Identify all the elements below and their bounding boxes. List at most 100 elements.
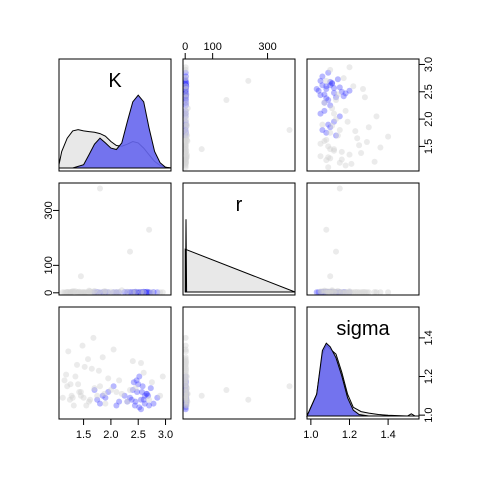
scatter-point-K-sigma <box>317 77 324 84</box>
scatter-point-K-r <box>182 76 189 83</box>
scatter-point-r-K <box>68 288 75 295</box>
scatter-point-K-sigma <box>334 132 341 139</box>
scatter-point-K-sigma <box>325 97 332 103</box>
scatter-point-sigma-K <box>133 377 140 384</box>
scatter-point-r-sigma <box>327 289 334 296</box>
scatter-point-sigma-r <box>184 398 191 405</box>
panel-border <box>58 58 172 172</box>
scatter-point-r-K <box>144 288 150 295</box>
scatter-point-r-K <box>124 288 131 295</box>
scatter-point-sigma-r <box>182 389 189 395</box>
scatter-point-r-sigma <box>334 289 341 295</box>
scatter-point-sigma-K <box>118 390 125 397</box>
scatter-point-sigma-r <box>183 400 189 407</box>
scatter-point-r-K <box>91 287 98 294</box>
scatter-point-sigma-r <box>182 377 189 384</box>
scatter-point-r-K <box>147 289 154 296</box>
scatter-point-K-sigma <box>331 146 337 153</box>
scatter-point-sigma-r <box>182 400 189 407</box>
scatter-point-sigma-K <box>68 392 75 399</box>
scatter-point-sigma-r <box>245 396 252 403</box>
x-tick-label: 100 <box>203 41 221 53</box>
panel-border <box>306 182 420 296</box>
scatter-point-K-sigma <box>377 144 384 151</box>
scatter-point-r-sigma <box>325 289 332 295</box>
scatter-point-r-K <box>105 289 112 296</box>
scatter-point-sigma-r <box>183 400 190 407</box>
scatter-point-r-sigma <box>329 288 336 295</box>
scatter-point-sigma-K <box>138 360 144 366</box>
panel-r-K <box>58 182 172 296</box>
scatter-point-r-sigma <box>317 289 324 296</box>
scatter-point-sigma-K <box>95 367 102 374</box>
scatter-point-sigma-K <box>59 394 66 401</box>
scatter-point-K-sigma <box>323 136 330 143</box>
scatter-point-sigma-r <box>182 373 189 380</box>
scatter-point-r-K <box>77 289 84 296</box>
scatter-point-K-r <box>183 99 189 106</box>
panel-border <box>58 182 172 296</box>
scatter-point-sigma-K <box>107 387 114 393</box>
scatter-point-r-sigma <box>346 288 353 295</box>
scatter-point-K-sigma <box>346 87 353 94</box>
scatter-point-K-sigma <box>321 99 328 106</box>
scatter-point-sigma-r <box>183 358 189 365</box>
scatter-point-sigma-K <box>124 398 131 405</box>
scatter-point-r-sigma <box>342 289 349 296</box>
x-tick-label: 300 <box>258 41 276 53</box>
panel-sigma-sigma: sigma <box>306 306 420 420</box>
diagonal-label-sigma: sigma <box>336 318 390 340</box>
scatter-point-sigma-K <box>79 342 86 349</box>
scatter-point-K-r <box>182 148 189 155</box>
scatter-point-sigma-r <box>182 392 189 399</box>
scatter-point-sigma-r <box>182 373 189 380</box>
scatter-point-r-K <box>94 289 101 295</box>
scatter-point-r-K <box>67 289 74 296</box>
scatter-point-K-r <box>182 127 189 133</box>
scatter-point-K-r <box>182 146 189 153</box>
scatter-point-r-K <box>102 288 109 295</box>
scatter-point-r-sigma <box>385 289 392 296</box>
scatter-point-r-K <box>135 289 142 296</box>
panel-border <box>182 58 296 172</box>
scatter-point-K-sigma <box>327 78 334 85</box>
scatter-point-K-r <box>182 94 189 101</box>
scatter-point-K-r <box>182 113 189 120</box>
scatter-point-r-sigma <box>365 289 372 296</box>
scatter-point-r-sigma <box>317 289 324 296</box>
scatter-point-K-sigma <box>333 132 339 139</box>
scatter-point-sigma-K <box>94 392 101 399</box>
scatter-point-r-sigma <box>325 288 332 295</box>
scatter-point-sigma-K <box>81 363 88 370</box>
scatter-point-K-sigma <box>327 102 334 109</box>
scatter-point-K-r <box>182 133 189 140</box>
scatter-point-r-sigma <box>321 289 328 295</box>
scatter-point-sigma-r <box>183 394 189 401</box>
scatter-point-r-sigma <box>342 289 349 295</box>
scatter-point-r-K <box>110 289 117 296</box>
scatter-point-sigma-K <box>99 392 106 399</box>
scatter-point-sigma-K <box>116 398 123 405</box>
scatter-point-r-K <box>127 248 133 255</box>
scatter-point-r-sigma <box>333 289 339 296</box>
scatter-point-sigma-r <box>182 394 189 401</box>
scatter-point-K-sigma <box>361 94 368 101</box>
scatter-point-sigma-r <box>183 392 190 399</box>
scatter-point-r-sigma <box>344 289 351 296</box>
scatter-point-sigma-r <box>182 385 189 392</box>
scatter-point-r-sigma <box>331 289 337 295</box>
scatter-point-r-K <box>59 289 66 296</box>
diagonal-label-K: K <box>108 70 122 92</box>
scatter-point-sigma-r <box>183 402 190 409</box>
y-tick-label: 3.0 <box>423 57 435 72</box>
scatter-point-r-K <box>107 288 114 295</box>
scatter-point-r-K <box>157 289 164 296</box>
scatter-point-sigma-K <box>132 385 139 392</box>
scatter-point-r-sigma <box>331 289 337 296</box>
scatter-point-sigma-K <box>141 400 148 407</box>
scatter-point-K-r <box>182 140 189 147</box>
scatter-point-K-r <box>183 93 189 100</box>
scatter-point-K-r <box>182 87 189 94</box>
scatter-point-sigma-r <box>182 396 189 403</box>
scatter-point-K-r <box>182 124 189 131</box>
